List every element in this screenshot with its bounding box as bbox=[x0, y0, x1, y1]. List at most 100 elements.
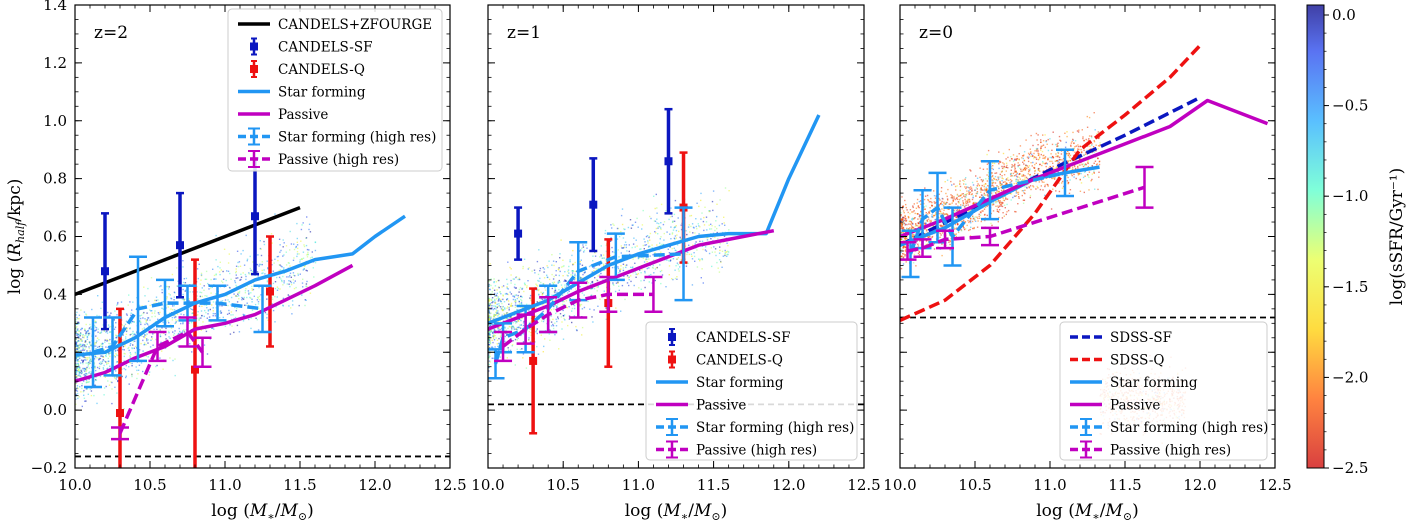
scatter-point bbox=[114, 350, 117, 353]
scatter-point bbox=[168, 288, 170, 290]
scatter-point bbox=[161, 350, 163, 352]
scatter-point bbox=[85, 400, 87, 402]
scatter-point bbox=[498, 327, 500, 329]
scatter-point bbox=[499, 335, 502, 337]
scatter-point bbox=[172, 305, 174, 307]
scatter-point bbox=[114, 377, 116, 379]
scatter-point bbox=[1019, 145, 1022, 147]
scatter-point bbox=[198, 305, 201, 307]
scatter-point bbox=[488, 300, 490, 303]
scatter-point bbox=[501, 308, 504, 310]
scatter-point bbox=[235, 274, 237, 276]
scatter-point bbox=[178, 327, 180, 330]
scatter-point bbox=[250, 292, 252, 294]
scatter-point bbox=[901, 238, 903, 240]
scatter-point bbox=[701, 268, 703, 270]
scatter-point bbox=[924, 195, 927, 197]
scatter-point bbox=[573, 307, 576, 310]
scatter-point bbox=[91, 372, 93, 374]
scatter-point bbox=[489, 340, 491, 342]
scatter-point bbox=[1062, 185, 1065, 188]
scatter-point bbox=[77, 356, 80, 358]
scatter-point bbox=[116, 340, 118, 342]
scatter-point bbox=[226, 295, 228, 297]
scatter-point bbox=[555, 325, 558, 327]
scatter-point bbox=[199, 291, 201, 293]
scatter-point bbox=[721, 250, 724, 252]
scatter-point bbox=[583, 249, 586, 252]
scatter-point bbox=[139, 320, 142, 323]
scatter-point bbox=[1040, 149, 1042, 151]
scatter-point bbox=[257, 275, 259, 277]
scatter-point bbox=[179, 331, 182, 334]
scatter-point bbox=[498, 316, 501, 318]
scatter-point bbox=[549, 319, 551, 321]
scatter-point bbox=[999, 161, 1002, 163]
scatter-point bbox=[1030, 134, 1032, 137]
scatter-point bbox=[84, 344, 87, 347]
scatter-point bbox=[653, 195, 655, 197]
scatter-point bbox=[185, 277, 188, 280]
scatter-point bbox=[313, 276, 315, 278]
scatter-point bbox=[964, 228, 967, 230]
scatter-point bbox=[680, 238, 682, 240]
scatter-point bbox=[245, 234, 247, 237]
scatter-point bbox=[76, 352, 79, 354]
legend-label: CANDELS-SF bbox=[696, 330, 790, 346]
scatter-point bbox=[292, 279, 294, 281]
scatter-point bbox=[84, 341, 86, 343]
scatter-point bbox=[499, 300, 501, 302]
scatter-point bbox=[222, 278, 225, 280]
scatter-point bbox=[572, 263, 575, 265]
scatter-point bbox=[589, 288, 592, 290]
scatter-point bbox=[235, 310, 237, 312]
scatter-point bbox=[499, 320, 501, 322]
scatter-point bbox=[296, 222, 298, 225]
scatter-point bbox=[114, 326, 117, 328]
scatter-point bbox=[950, 180, 952, 183]
scatter-point bbox=[959, 185, 962, 188]
legend-item: Star forming (high res) bbox=[238, 127, 436, 146]
scatter-point bbox=[93, 362, 96, 364]
scatter-point bbox=[125, 336, 127, 338]
scatter-point bbox=[905, 206, 907, 209]
scatter-point bbox=[131, 347, 133, 349]
scatter-point bbox=[283, 280, 285, 282]
scatter-point bbox=[123, 360, 125, 362]
scatter-point bbox=[522, 265, 524, 268]
scatter-point bbox=[660, 236, 662, 238]
scatter-point bbox=[1025, 164, 1027, 166]
scatter-point bbox=[75, 389, 77, 392]
scatter-point bbox=[490, 329, 492, 332]
scatter-point bbox=[704, 246, 707, 248]
scatter-point bbox=[84, 400, 86, 402]
scatter-point bbox=[1087, 174, 1089, 176]
scatter-point bbox=[129, 362, 132, 364]
scatter-point bbox=[123, 308, 125, 311]
scatter-point bbox=[123, 325, 125, 327]
scatter-point bbox=[513, 278, 515, 280]
scatter-point bbox=[174, 374, 176, 377]
scatter-point bbox=[501, 286, 503, 288]
scatter-point bbox=[138, 305, 141, 307]
scatter-point bbox=[1038, 157, 1041, 160]
scatter-point bbox=[271, 264, 273, 266]
scatter-point bbox=[147, 339, 149, 341]
errorbar-passive-high-res bbox=[516, 313, 535, 345]
scatter-point bbox=[1004, 207, 1006, 209]
scatter-point bbox=[302, 222, 304, 224]
scatter-point bbox=[550, 321, 553, 323]
scatter-point bbox=[99, 332, 101, 334]
scatter-point bbox=[236, 324, 239, 327]
scatter-point bbox=[79, 374, 81, 377]
scatter-point bbox=[1093, 141, 1096, 143]
scatter-point bbox=[963, 183, 965, 185]
scatter-point bbox=[648, 258, 650, 260]
scatter-point bbox=[590, 287, 593, 290]
scatter-point bbox=[230, 311, 233, 313]
scatter-point bbox=[116, 303, 119, 305]
scatter-point bbox=[488, 315, 490, 317]
scatter-point bbox=[926, 229, 928, 231]
scatter-point bbox=[285, 245, 288, 247]
scatter-point bbox=[89, 323, 91, 326]
